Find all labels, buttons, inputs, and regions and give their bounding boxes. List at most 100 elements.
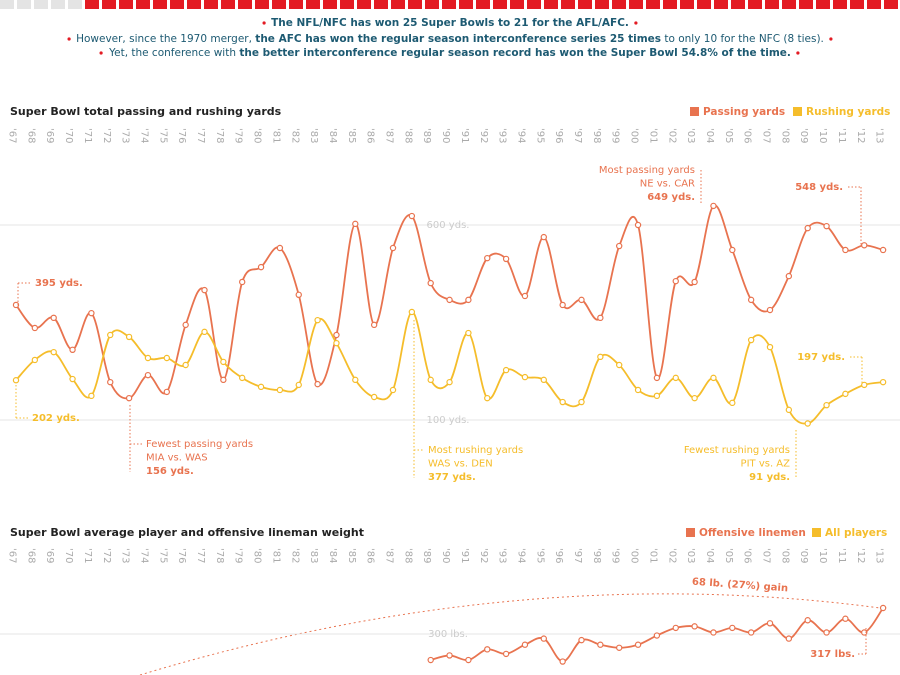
x-tick-label: '71 — [82, 128, 93, 143]
x-tick-label: '89 — [421, 548, 432, 563]
x-tick-label: '91 — [459, 128, 470, 143]
strip-block — [561, 0, 575, 9]
strip-block — [153, 0, 167, 9]
x-tick-label: '81 — [270, 548, 281, 563]
strip-block — [51, 0, 65, 9]
strip-block — [187, 0, 201, 9]
data-point — [502, 255, 510, 263]
strip-block — [646, 0, 660, 9]
x-tick-label: '72 — [101, 548, 112, 563]
data-point — [672, 624, 679, 632]
data-point — [276, 386, 284, 394]
x-tick-label: '77 — [195, 548, 206, 563]
data-point — [616, 644, 623, 651]
x-tick-label: '84 — [327, 128, 338, 143]
data-point — [653, 632, 661, 639]
data-point — [710, 202, 717, 210]
data-point — [842, 615, 849, 622]
strip-block — [221, 0, 235, 9]
annotation-text: Fewest rushing yards — [684, 445, 790, 456]
strip-block — [170, 0, 184, 9]
annotation-text: 197 yds. — [797, 352, 845, 363]
x-tick-label: '97 — [572, 548, 583, 563]
data-point — [729, 624, 736, 632]
x-tick-label: '70 — [63, 548, 74, 563]
data-point — [238, 278, 246, 286]
x-tick-label: '92 — [478, 548, 489, 563]
x-tick-label: '78 — [214, 548, 225, 563]
x-tick-label: '76 — [176, 548, 187, 563]
y-tick-label: 300 lbs. — [428, 629, 468, 640]
x-tick-label: '78 — [214, 128, 225, 143]
x-tick-label: '80 — [252, 548, 263, 563]
data-point — [842, 390, 849, 398]
data-point — [201, 328, 208, 336]
data-point — [785, 406, 793, 414]
strip-block — [493, 0, 507, 9]
data-point — [446, 378, 453, 386]
bullet — [262, 21, 266, 25]
data-point — [50, 314, 57, 322]
x-tick-label: '69 — [44, 128, 55, 143]
x-tick-label: '75 — [157, 128, 168, 143]
data-point — [804, 420, 811, 427]
strip-block — [391, 0, 405, 9]
data-point — [484, 254, 491, 262]
data-point — [107, 331, 114, 339]
x-tick-label: '01 — [647, 128, 658, 143]
data-point — [672, 374, 679, 382]
x-tick-label: '04 — [704, 548, 715, 563]
data-point — [50, 348, 57, 356]
data-point — [578, 398, 585, 406]
annotation-text: Most rushing yards — [428, 445, 523, 456]
x-tick-label: '90 — [440, 548, 451, 563]
x-tick-label: '02 — [666, 548, 677, 563]
data-point — [804, 617, 811, 624]
header-segment: to only 10 for the NFC (8 ties). — [661, 33, 824, 45]
strip-block — [527, 0, 541, 9]
data-point — [446, 652, 453, 659]
data-point — [465, 296, 472, 304]
x-tick-label: '10 — [817, 128, 828, 143]
data-point — [766, 620, 774, 627]
x-tick-label: '89 — [421, 128, 432, 143]
x-tick-label: '03 — [685, 548, 696, 563]
y-tick-label: 600 yds. — [427, 220, 470, 231]
strip-block — [629, 0, 643, 9]
strip-block — [731, 0, 745, 9]
data-point — [653, 392, 661, 400]
data-point — [653, 374, 661, 382]
data-point — [370, 321, 378, 329]
x-tick-label: '99 — [610, 548, 621, 563]
strip-block — [816, 0, 830, 9]
data-point — [484, 646, 491, 653]
data-point — [502, 366, 510, 374]
data-point — [578, 636, 585, 644]
legend-label: Rushing yards — [806, 106, 890, 118]
strip-block — [340, 0, 354, 9]
data-point — [616, 242, 623, 250]
x-tick-label: '00 — [629, 548, 640, 563]
strip-block — [374, 0, 388, 9]
x-tick-label: '01 — [647, 548, 658, 563]
data-point — [691, 394, 698, 402]
bullet — [634, 21, 638, 25]
legend-swatch — [812, 528, 821, 537]
data-point — [879, 604, 887, 612]
x-tick-label: '84 — [327, 548, 338, 563]
annotation-text: 395 yds. — [35, 278, 83, 289]
x-tick-label: '71 — [82, 548, 93, 563]
strip-block — [595, 0, 609, 9]
x-tick-label: '98 — [591, 548, 602, 563]
x-tick-label: '95 — [534, 548, 545, 563]
annotation-text: 548 yds. — [795, 182, 843, 193]
data-point — [295, 291, 302, 299]
x-tick-label: '90 — [440, 128, 451, 143]
x-tick-label: '96 — [553, 128, 564, 143]
data-point — [879, 246, 887, 254]
x-tick-label: '93 — [497, 548, 508, 563]
x-tick-label: '98 — [591, 128, 602, 143]
x-tick-label: '74 — [138, 548, 149, 563]
